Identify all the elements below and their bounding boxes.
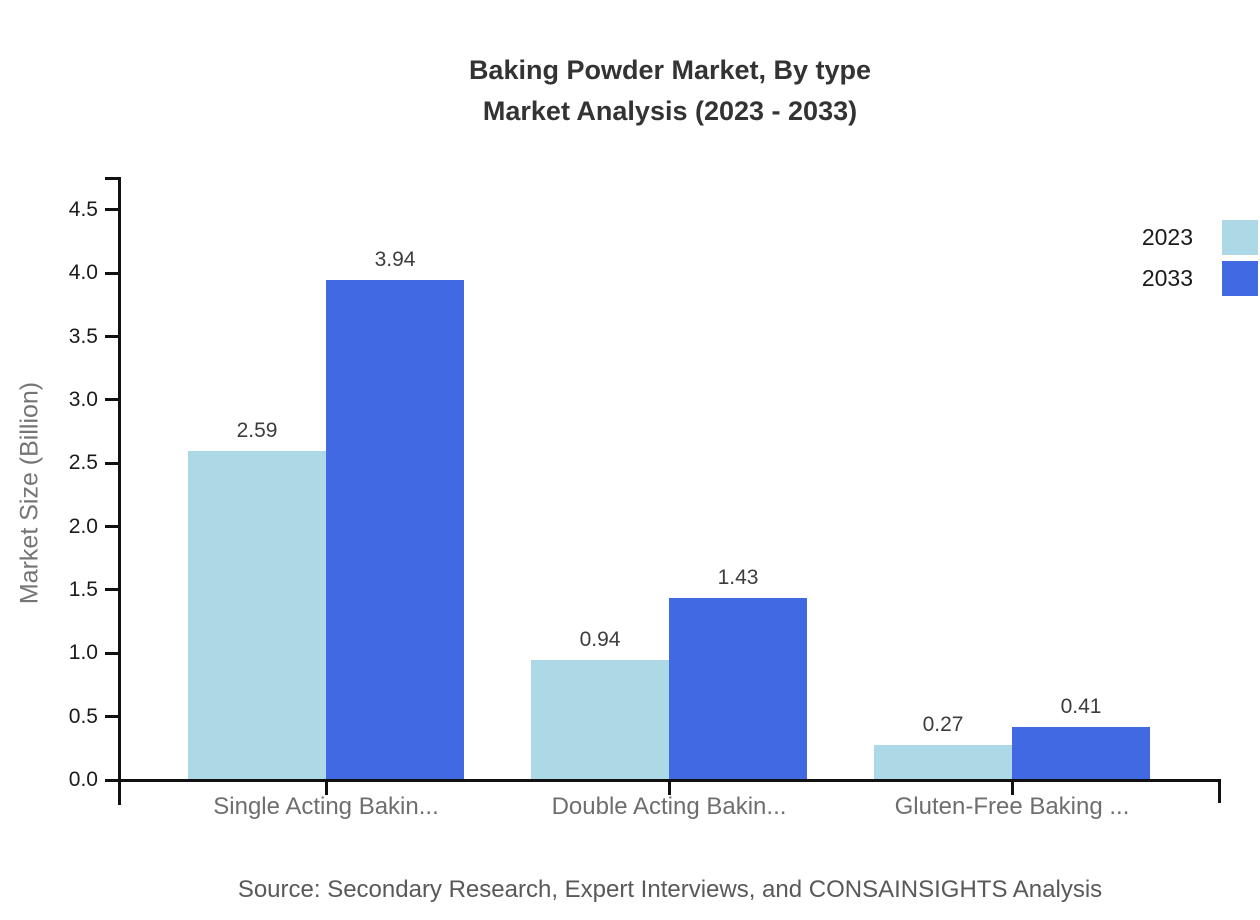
bar-2033-2 (669, 597, 807, 779)
legend-item-2033: 2033 (1142, 261, 1258, 296)
y-axis-tick-label: 4.0 (68, 261, 98, 285)
x-axis-category-label: Single Acting Bakin... (213, 793, 439, 820)
bar-value-label: 3.94 (374, 247, 416, 271)
bar-value-label: 0.41 (1060, 695, 1102, 719)
legend-label: 2023 (1141, 224, 1193, 250)
y-axis-end-cap (105, 177, 121, 180)
legend-label: 2033 (1141, 265, 1193, 291)
bar-value-label: 0.27 (922, 712, 964, 736)
y-axis-tick (105, 778, 118, 782)
bar-value-label: 0.94 (579, 627, 621, 651)
x-axis-end-cap (1218, 779, 1221, 803)
bar-2033-3 (1012, 727, 1150, 779)
y-axis-line (118, 177, 121, 805)
y-axis-tick (105, 651, 118, 655)
x-axis-tick (1010, 780, 1014, 795)
x-axis-tick (667, 780, 671, 795)
x-axis-category-label: Double Acting Bakin... (551, 793, 787, 820)
y-axis-tick-label: 0.5 (68, 704, 98, 728)
y-axis-tick (105, 335, 118, 339)
chart-title: Baking Powder Market, By type Market Ana… (120, 50, 1220, 132)
bar-2023-2 (531, 659, 669, 779)
bar-value-label: 1.43 (717, 565, 759, 589)
bar-value-label: 2.59 (236, 418, 278, 442)
y-axis-tick-label: 1.0 (68, 641, 98, 665)
y-axis-tick (105, 461, 118, 465)
y-axis-tick (105, 271, 118, 275)
y-axis-tick (105, 588, 118, 592)
source-note: Source: Secondary Research, Expert Inter… (237, 876, 1103, 903)
y-axis-tick (105, 715, 118, 719)
y-axis-tick-label: 2.5 (68, 451, 98, 475)
legend-item-2023: 2023 (1142, 220, 1258, 255)
y-axis-tick (105, 398, 118, 402)
chart-title-line2: Market Analysis (2023 - 2033) (482, 96, 858, 126)
y-axis-tick-label: 1.5 (68, 577, 98, 601)
bar-2033-1 (326, 279, 464, 779)
y-axis-tick (105, 208, 118, 212)
legend-swatch (1222, 261, 1258, 296)
y-axis-tick-label: 2.0 (68, 514, 98, 538)
y-axis-tick (105, 525, 118, 529)
y-axis-tick-label: 3.0 (68, 387, 98, 411)
legend-swatch (1222, 220, 1258, 255)
legend: 2023 2033 (1142, 220, 1258, 302)
y-axis-tick-label: 4.5 (68, 197, 98, 221)
x-axis-category-label: Gluten-Free Baking ... (894, 793, 1130, 820)
chart-title-line1: Baking Powder Market, By type (468, 55, 872, 85)
bar-2023-3 (874, 744, 1012, 779)
bar-2023-1 (188, 450, 326, 779)
y-axis-tick-label: 0.0 (68, 768, 98, 791)
y-axis-tick-label: 3.5 (68, 324, 98, 348)
x-axis-tick (324, 780, 328, 795)
